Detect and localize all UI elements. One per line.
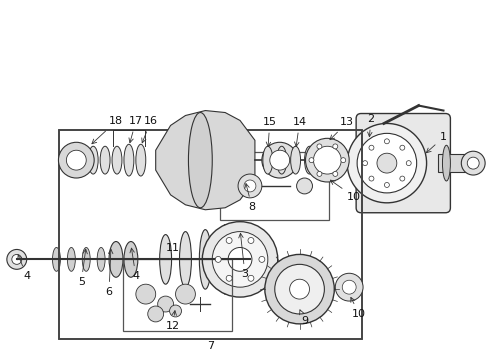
Text: 8: 8 [245, 184, 255, 212]
Circle shape [357, 133, 416, 193]
Circle shape [248, 275, 254, 281]
Circle shape [238, 174, 262, 198]
Ellipse shape [88, 146, 98, 174]
FancyBboxPatch shape [356, 113, 450, 213]
Circle shape [369, 176, 374, 181]
Circle shape [341, 158, 346, 163]
Circle shape [400, 176, 405, 181]
Text: 17: 17 [129, 116, 143, 143]
Circle shape [335, 273, 363, 301]
Circle shape [385, 139, 390, 144]
Circle shape [467, 157, 479, 169]
Ellipse shape [112, 146, 122, 174]
Ellipse shape [136, 144, 146, 176]
Circle shape [270, 150, 290, 170]
Circle shape [290, 279, 310, 299]
Text: 12: 12 [166, 311, 180, 331]
Circle shape [58, 142, 94, 178]
Circle shape [385, 183, 390, 188]
Circle shape [148, 306, 164, 322]
Circle shape [406, 161, 411, 166]
Ellipse shape [100, 146, 110, 174]
Ellipse shape [109, 242, 123, 277]
Text: 11: 11 [166, 243, 179, 253]
Circle shape [212, 231, 268, 287]
Ellipse shape [52, 247, 60, 271]
Text: 4: 4 [130, 248, 140, 281]
Ellipse shape [124, 144, 134, 176]
Circle shape [226, 275, 232, 281]
Circle shape [7, 249, 26, 269]
Bar [123, 260, 232, 331]
Circle shape [333, 144, 338, 149]
Circle shape [400, 145, 405, 150]
Text: 4: 4 [18, 255, 30, 281]
Ellipse shape [263, 146, 273, 174]
Circle shape [226, 238, 232, 243]
Text: 7: 7 [207, 341, 214, 351]
Circle shape [215, 256, 221, 262]
Ellipse shape [199, 230, 211, 289]
Circle shape [317, 171, 322, 176]
Circle shape [158, 296, 173, 312]
Text: 16: 16 [142, 116, 158, 143]
Text: 13: 13 [330, 117, 354, 140]
Text: 18: 18 [92, 116, 123, 144]
Bar [59, 130, 362, 339]
Ellipse shape [219, 225, 231, 294]
Ellipse shape [277, 146, 287, 174]
Text: 1: 1 [426, 132, 447, 153]
Text: 10: 10 [330, 180, 361, 202]
Ellipse shape [82, 247, 90, 271]
Circle shape [369, 145, 374, 150]
Circle shape [12, 255, 22, 264]
Text: 5: 5 [78, 249, 87, 287]
Text: 2: 2 [368, 114, 374, 136]
Text: 10: 10 [351, 297, 366, 319]
Circle shape [314, 146, 341, 174]
Circle shape [244, 180, 256, 192]
Circle shape [262, 142, 297, 178]
Circle shape [363, 161, 368, 166]
Circle shape [275, 264, 324, 314]
Circle shape [306, 138, 349, 182]
Ellipse shape [291, 146, 300, 174]
Text: 9: 9 [299, 310, 308, 326]
Ellipse shape [442, 145, 450, 181]
Ellipse shape [305, 146, 315, 174]
Polygon shape [156, 111, 255, 210]
Circle shape [66, 150, 86, 170]
Circle shape [175, 284, 196, 304]
Ellipse shape [179, 231, 192, 287]
Circle shape [296, 178, 313, 194]
Circle shape [265, 255, 334, 324]
Circle shape [377, 153, 397, 173]
Text: 15: 15 [263, 117, 277, 147]
Bar [439, 154, 478, 172]
Circle shape [342, 280, 356, 294]
Circle shape [170, 305, 181, 317]
Ellipse shape [76, 146, 86, 174]
Circle shape [228, 247, 252, 271]
Circle shape [259, 256, 265, 262]
Circle shape [317, 144, 322, 149]
Circle shape [202, 222, 278, 297]
Circle shape [347, 123, 427, 203]
Ellipse shape [124, 242, 138, 277]
Ellipse shape [68, 247, 75, 271]
Ellipse shape [160, 235, 172, 284]
Circle shape [248, 238, 254, 243]
Text: 3: 3 [239, 233, 248, 279]
Circle shape [333, 171, 338, 176]
Circle shape [309, 158, 314, 163]
Ellipse shape [97, 247, 105, 271]
Text: 14: 14 [293, 117, 307, 147]
Bar [59, 130, 362, 339]
Ellipse shape [189, 113, 212, 208]
Circle shape [461, 151, 485, 175]
Bar [220, 152, 329, 220]
Circle shape [136, 284, 156, 304]
Text: 6: 6 [105, 249, 113, 297]
